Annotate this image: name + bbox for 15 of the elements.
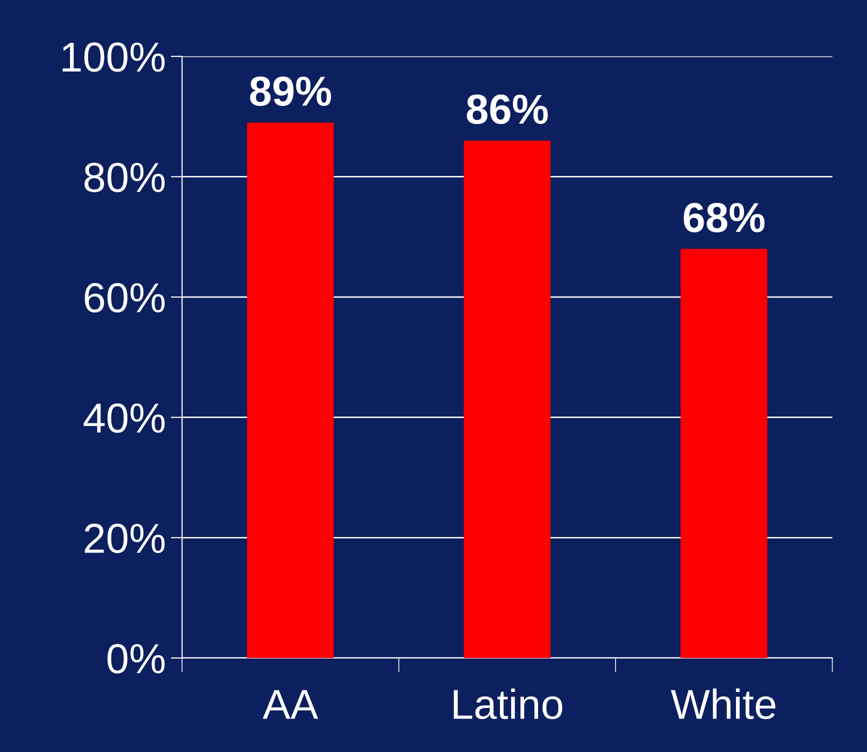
data-label: 68% — [684, 202, 765, 232]
bar — [464, 140, 551, 658]
bar — [680, 248, 768, 658]
y-tick-label: 20% — [84, 524, 165, 554]
y-tick-label: 0% — [108, 644, 165, 674]
data-label: 89% — [250, 76, 332, 106]
y-tick-label: 80% — [84, 162, 165, 192]
x-tick-label: Latino — [454, 688, 562, 720]
x-tick-label: White — [670, 688, 776, 720]
x-tick-label: AA — [262, 690, 318, 719]
bar — [247, 122, 334, 658]
data-label: 86% — [466, 94, 548, 124]
y-tick-label: 60% — [84, 283, 165, 313]
y-tick-label: 100% — [62, 42, 165, 72]
y-tick-label: 40% — [84, 403, 165, 433]
